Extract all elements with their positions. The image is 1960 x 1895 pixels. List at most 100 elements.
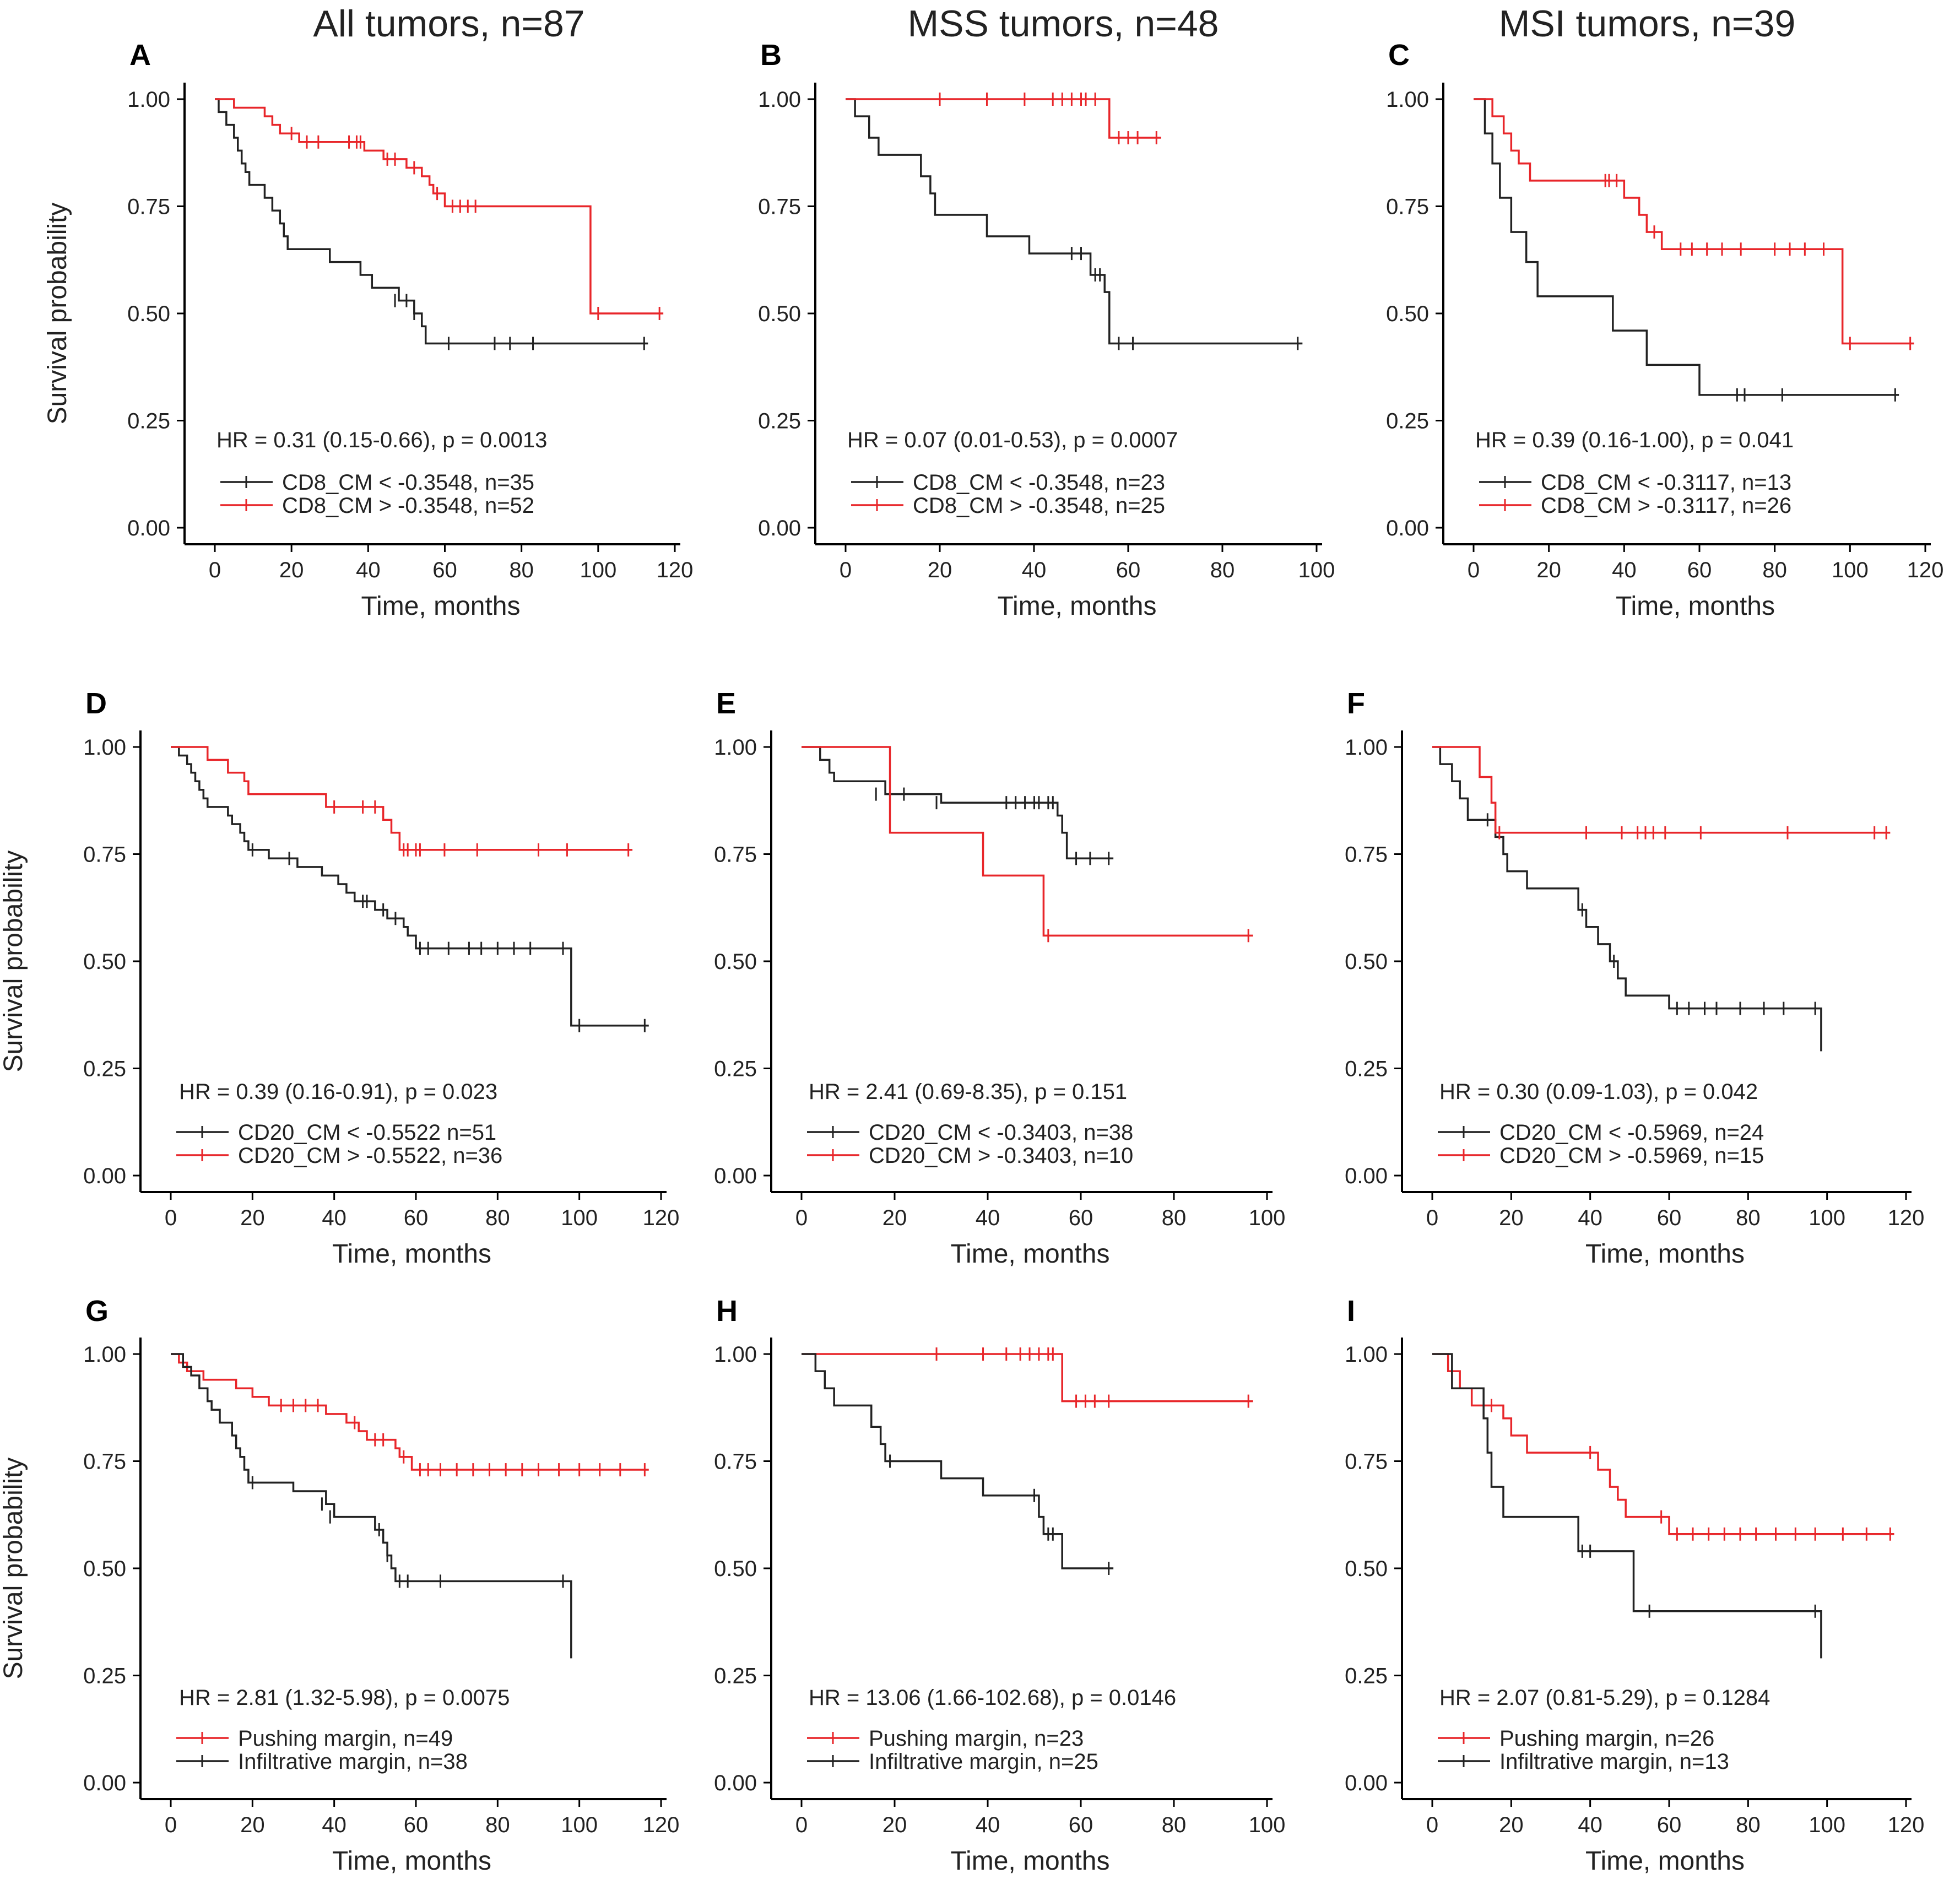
km-curve-red	[802, 1353, 1253, 1403]
x-tick-label: 60	[1116, 558, 1141, 582]
km-curve-black	[1432, 746, 1822, 1052]
hazard-ratio-text: HR = 0.39 (0.16-0.91), p = 0.023	[179, 1080, 497, 1104]
legend-entry: CD20_CM > -0.5522, n=36	[238, 1144, 502, 1168]
y-tick-label: 0.50	[714, 950, 757, 974]
hazard-ratio-text: HR = 0.39 (0.16-1.00), p = 0.041	[1475, 428, 1794, 452]
x-axis-label: Time, months	[951, 1239, 1110, 1269]
panel-h: H 0.00 0.25 0.50 0.75 1.00 0 20 40 60 80 100 Time, m…	[714, 1295, 1285, 1876]
x-tick-label: 20	[279, 558, 304, 582]
x-tick-label: 20	[928, 558, 952, 582]
y-tick-label: 0.25	[1386, 409, 1429, 434]
x-tick-label: 20	[240, 1206, 265, 1230]
x-tick-label: 60	[432, 558, 457, 582]
x-tick-label: 20	[1499, 1206, 1524, 1230]
y-tick-label: 0.75	[83, 843, 126, 867]
hazard-ratio-text: HR = 0.31 (0.15-0.66), p = 0.0013	[216, 428, 547, 452]
y-tick-label: 0.25	[714, 1057, 757, 1081]
y-tick-label: 1.00	[1386, 88, 1429, 112]
legend-entry: CD20_CM < -0.3403, n=38	[869, 1120, 1133, 1145]
x-tick-label: 120	[657, 558, 694, 582]
x-tick-label: 0	[795, 1206, 808, 1230]
panel-letter-g: G	[85, 1295, 109, 1328]
x-tick-label: 0	[165, 1206, 177, 1230]
panel-letter-h: H	[716, 1295, 738, 1328]
km-curve-black	[846, 98, 1303, 345]
km-curve-black	[802, 746, 1114, 860]
y-tick-label: 0.25	[1345, 1664, 1388, 1688]
x-tick-label: 0	[795, 1813, 808, 1837]
y-tick-label: 0.25	[1345, 1057, 1388, 1081]
column-title-msi-tumors: MSI tumors, n=39	[1499, 3, 1796, 45]
x-tick-label: 60	[1657, 1206, 1682, 1230]
hazard-ratio-text: HR = 2.81 (1.32-5.98), p = 0.0075	[179, 1686, 510, 1710]
legend-entry: CD8_CM < -0.3548, n=35	[282, 470, 534, 495]
y-tick-label: 0.25	[83, 1057, 126, 1081]
panel-letter-f: F	[1347, 687, 1365, 720]
km-curve-red	[171, 1353, 649, 1471]
x-tick-label: 20	[1499, 1813, 1524, 1837]
y-tick-label: 0.75	[758, 195, 801, 219]
x-tick-label: 40	[1578, 1813, 1602, 1837]
y-tick-label: 0.75	[714, 1450, 757, 1474]
panel-letter-b: B	[760, 39, 782, 72]
legend-entry: CD20_CM < -0.5522 n=51	[238, 1120, 496, 1145]
x-tick-label: 100	[1809, 1206, 1845, 1230]
x-axis-label: Time, months	[951, 1847, 1110, 1876]
panel-a: A 0.00 0.25 0.50 0.75 1.00 0 20 40 60 80 100 120 Time…	[43, 39, 693, 621]
x-tick-label: 60	[404, 1206, 429, 1230]
y-tick-label: 1.00	[83, 735, 126, 760]
y-tick-label: 0.50	[1386, 302, 1429, 326]
x-tick-label: 80	[1210, 558, 1235, 582]
hazard-ratio-text: HR = 0.30 (0.09-1.03), p = 0.042	[1439, 1080, 1758, 1104]
km-curve-black	[171, 1353, 572, 1659]
x-tick-label: 40	[356, 558, 381, 582]
panel-c: C 0.00 0.25 0.50 0.75 1.00 0 20 40 60 80 100 120 Time…	[1386, 39, 1943, 621]
km-curve-red	[215, 98, 664, 315]
x-tick-label: 100	[580, 558, 616, 582]
x-tick-label: 40	[976, 1813, 1000, 1837]
hazard-ratio-text: HR = 2.07 (0.81-5.29), p = 0.1284	[1439, 1686, 1770, 1710]
x-tick-label: 80	[485, 1206, 510, 1230]
x-tick-label: 0	[1468, 558, 1480, 582]
x-tick-label: 0	[209, 558, 221, 582]
legend-entry: CD20_CM > -0.3403, n=10	[869, 1144, 1133, 1168]
x-tick-label: 100	[1249, 1206, 1286, 1230]
x-tick-label: 100	[1249, 1813, 1286, 1837]
x-tick-label: 80	[485, 1813, 510, 1837]
x-tick-label: 80	[509, 558, 534, 582]
y-tick-label: 1.00	[83, 1342, 126, 1367]
y-axis-label: Survival probability	[0, 1458, 28, 1680]
x-tick-label: 80	[1162, 1813, 1187, 1837]
km-curve-black	[171, 746, 649, 1027]
legend-entry: CD8_CM > -0.3117, n=26	[1541, 494, 1791, 518]
y-tick-label: 0.25	[83, 1664, 126, 1688]
x-tick-label: 100	[1809, 1813, 1845, 1837]
y-tick-label: 0.50	[83, 950, 126, 974]
x-tick-label: 80	[1736, 1813, 1761, 1837]
y-tick-label: 0.00	[127, 516, 170, 540]
panel-letter-d: D	[85, 687, 107, 720]
x-tick-label: 60	[1069, 1206, 1093, 1230]
y-tick-label: 0.00	[1345, 1164, 1388, 1188]
x-tick-label: 20	[882, 1206, 907, 1230]
panel-letter-e: E	[716, 687, 736, 720]
legend-entry: CD20_CM < -0.5969, n=24	[1499, 1120, 1764, 1145]
panel-letter-c: C	[1388, 39, 1410, 72]
x-tick-label: 20	[882, 1813, 907, 1837]
y-tick-label: 0.00	[1386, 516, 1429, 540]
x-tick-label: 40	[976, 1206, 1000, 1230]
km-curve-red	[802, 746, 1253, 937]
x-tick-label: 60	[404, 1813, 429, 1837]
x-axis-label: Time, months	[361, 592, 521, 621]
y-tick-label: 0.75	[1345, 843, 1388, 867]
km-curve-black	[1432, 1353, 1822, 1659]
y-axis-label: Survival probability	[43, 203, 72, 425]
legend-entry: Infiltrative margin, n=38	[238, 1750, 468, 1774]
y-tick-label: 0.00	[83, 1771, 126, 1795]
x-axis-label: Time, months	[332, 1847, 491, 1876]
y-tick-label: 0.50	[758, 302, 801, 326]
y-tick-label: 1.00	[714, 735, 757, 760]
legend-entry: CD8_CM < -0.3548, n=23	[913, 470, 1165, 495]
x-tick-label: 60	[1069, 1813, 1093, 1837]
x-axis-label: Time, months	[1585, 1847, 1745, 1876]
